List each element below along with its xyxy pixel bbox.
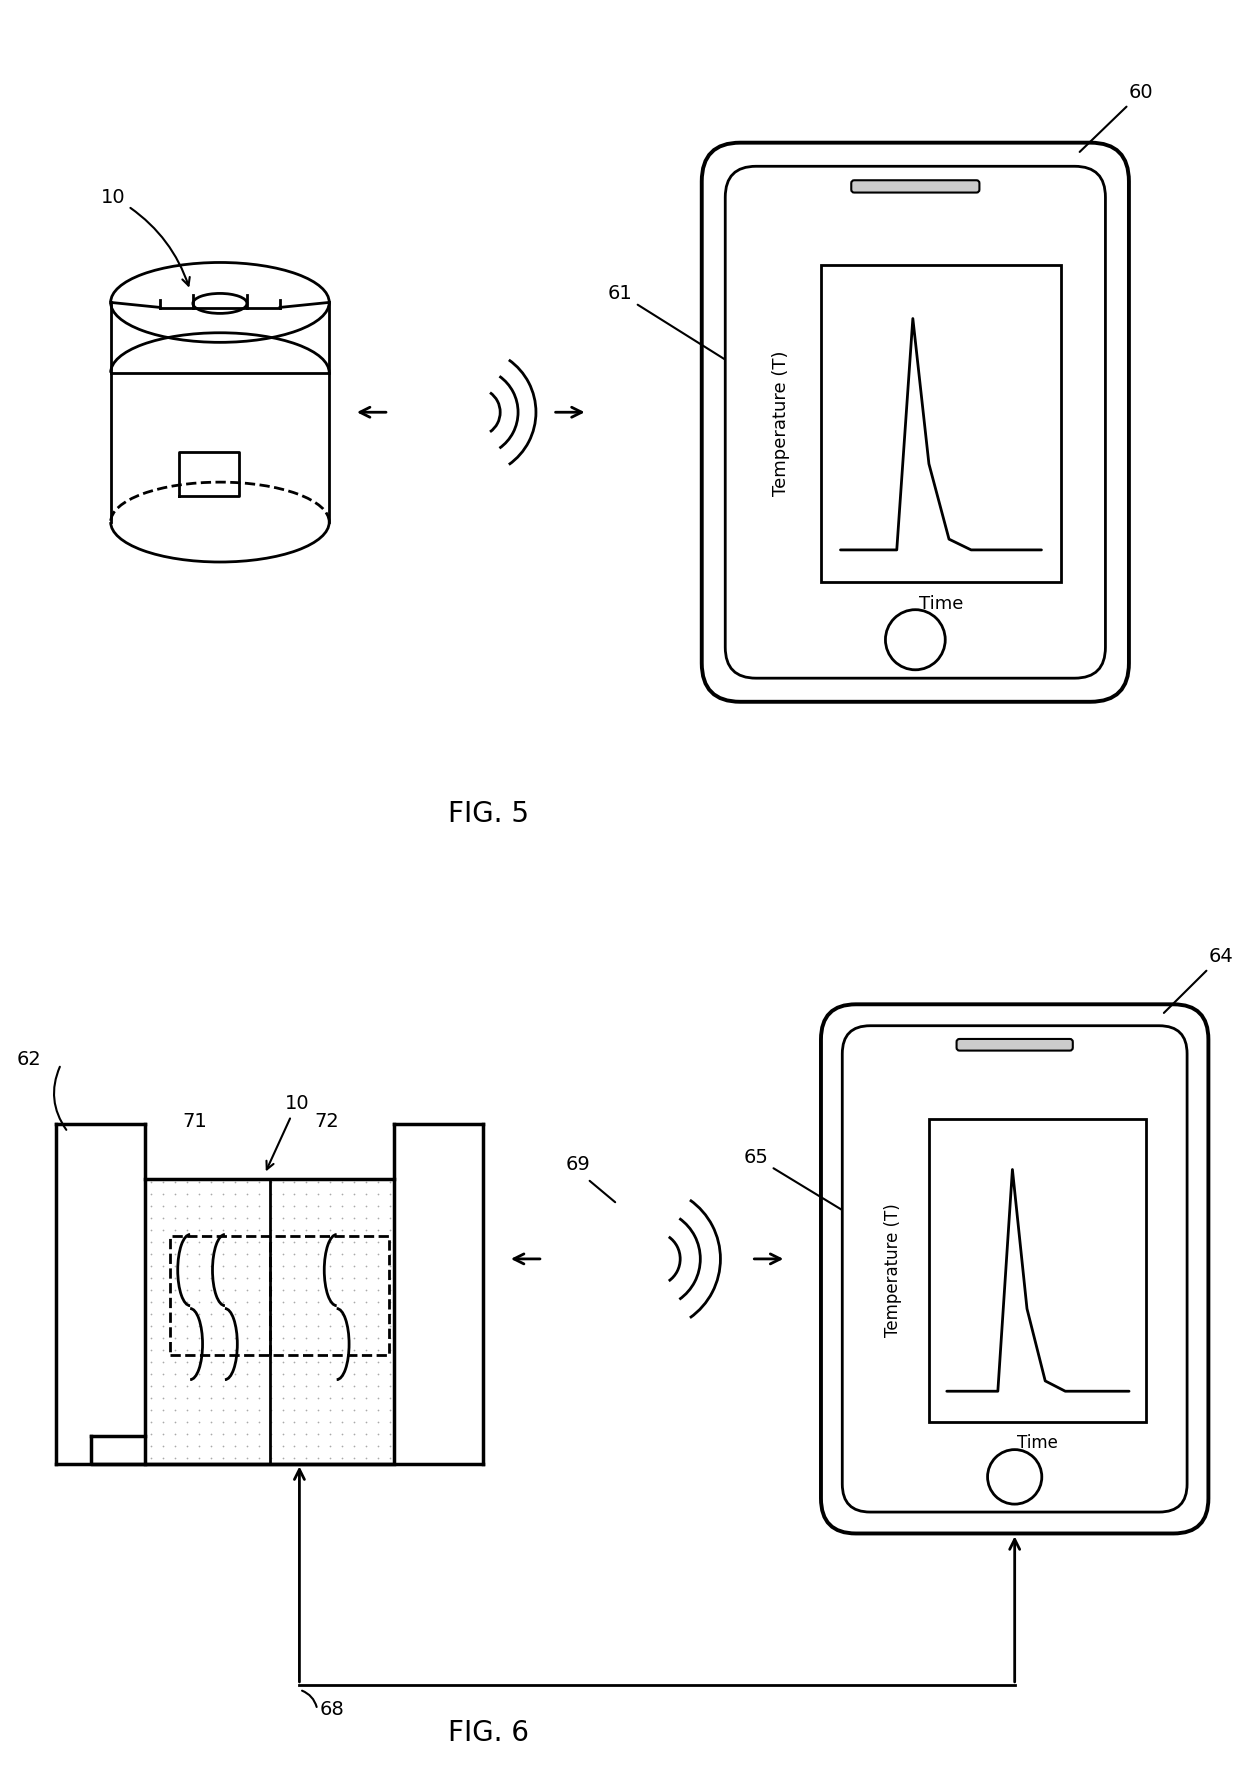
Bar: [170, 1236, 389, 1356]
FancyBboxPatch shape: [725, 166, 1105, 678]
Bar: [930, 1118, 1147, 1422]
Text: FIG. 5: FIG. 5: [448, 800, 528, 828]
Text: 65: 65: [744, 1148, 849, 1215]
Circle shape: [885, 609, 945, 669]
Bar: [145, 1180, 394, 1464]
FancyBboxPatch shape: [842, 1026, 1187, 1512]
FancyBboxPatch shape: [702, 143, 1128, 701]
Text: 62: 62: [16, 1049, 41, 1068]
FancyBboxPatch shape: [852, 180, 980, 192]
Text: 69: 69: [565, 1155, 590, 1174]
FancyBboxPatch shape: [821, 1005, 1209, 1533]
Text: Time: Time: [1018, 1434, 1059, 1452]
Text: Time: Time: [919, 595, 963, 613]
Text: 72: 72: [315, 1113, 339, 1130]
Text: 10: 10: [100, 187, 190, 286]
Text: 10: 10: [267, 1095, 309, 1169]
Circle shape: [987, 1450, 1042, 1505]
Text: FIG. 6: FIG. 6: [448, 1718, 528, 1747]
Text: 68: 68: [319, 1701, 343, 1718]
Text: 61: 61: [608, 284, 734, 366]
Bar: [821, 265, 1060, 581]
Text: Temperature (T): Temperature (T): [884, 1203, 903, 1337]
Text: Temperature (T): Temperature (T): [773, 351, 790, 496]
FancyBboxPatch shape: [956, 1038, 1073, 1051]
Text: 60: 60: [1080, 83, 1153, 152]
Text: 71: 71: [182, 1113, 207, 1130]
Text: 64: 64: [1164, 947, 1233, 1014]
